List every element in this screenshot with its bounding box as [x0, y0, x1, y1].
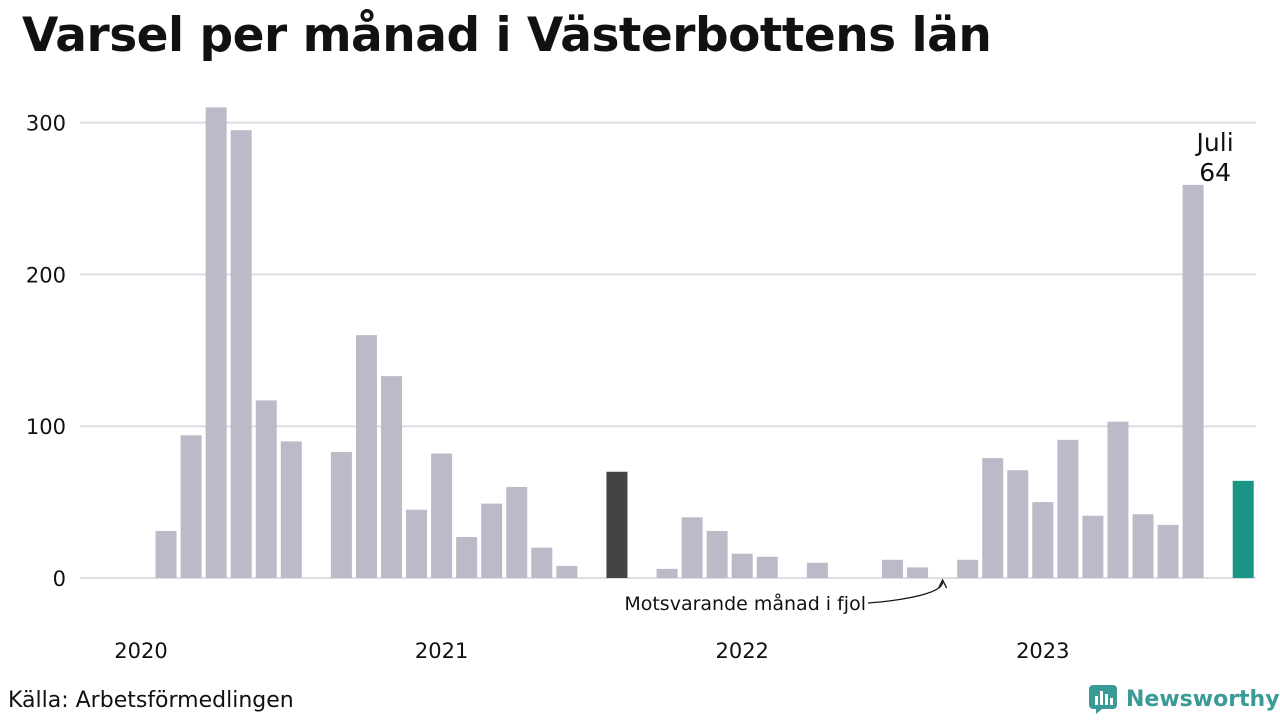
bar-last-year: [606, 471, 628, 578]
page-title: Varsel per månad i Västerbottens län: [22, 8, 992, 63]
bar: [481, 503, 503, 578]
newsworthy-logo-icon: [1089, 685, 1117, 714]
bar-highlight: [1232, 480, 1254, 578]
bar: [381, 376, 402, 578]
bar: [656, 568, 678, 578]
bar: [907, 567, 929, 578]
bar: [556, 565, 578, 578]
bar: [1132, 514, 1154, 578]
y-tick-label: 200: [26, 263, 66, 287]
bar: [506, 486, 528, 578]
x-tick-label: 2023: [1016, 639, 1069, 663]
bar: [806, 562, 828, 578]
brand-logo[interactable]: Newsworthy: [1088, 684, 1280, 714]
bar: [431, 453, 453, 578]
y-tick-label: 300: [26, 112, 66, 136]
bar: [1057, 439, 1079, 578]
y-tick-label: 100: [26, 415, 66, 439]
bar: [406, 509, 428, 578]
bar: [255, 400, 277, 578]
bar: [280, 441, 302, 578]
bar: [155, 530, 177, 578]
last-year-note: Motsvarande månad i fjol: [624, 592, 866, 615]
x-axis-year-labels: 2020 2021 2022 2023: [114, 639, 1069, 663]
bar: [355, 335, 377, 578]
x-tick-label: 2022: [715, 639, 768, 663]
bar: [982, 458, 1004, 578]
bar: [205, 107, 227, 579]
brand-name: Newsworthy: [1126, 686, 1280, 712]
bar: [180, 435, 202, 578]
bar: [330, 452, 352, 578]
annotation-arrow: [867, 581, 944, 604]
highlight-value-label: 64: [1199, 158, 1231, 187]
bars: [155, 107, 1254, 579]
bar: [531, 547, 553, 578]
bar: [1182, 184, 1204, 578]
bar: [1032, 502, 1054, 578]
bar: [731, 553, 753, 578]
bar: [230, 130, 252, 578]
bar: [681, 517, 703, 578]
bar: [1007, 470, 1029, 578]
bar: [1082, 515, 1104, 578]
source-note: Källa: Arbetsförmedlingen: [8, 688, 294, 713]
highlight-month-label: Juli: [1195, 128, 1234, 157]
x-tick-label: 2020: [114, 639, 167, 663]
bar: [456, 537, 478, 578]
bar: [706, 530, 728, 578]
bar: [882, 559, 903, 578]
bar: [1107, 421, 1129, 578]
y-axis-ticks: 0 100 200 300: [26, 112, 66, 591]
bar: [1157, 524, 1179, 578]
y-tick-label: 0: [53, 567, 66, 591]
bar: [957, 559, 979, 578]
bar: [756, 556, 778, 578]
annotation-arrowhead: [938, 578, 948, 589]
x-tick-label: 2021: [415, 639, 468, 663]
